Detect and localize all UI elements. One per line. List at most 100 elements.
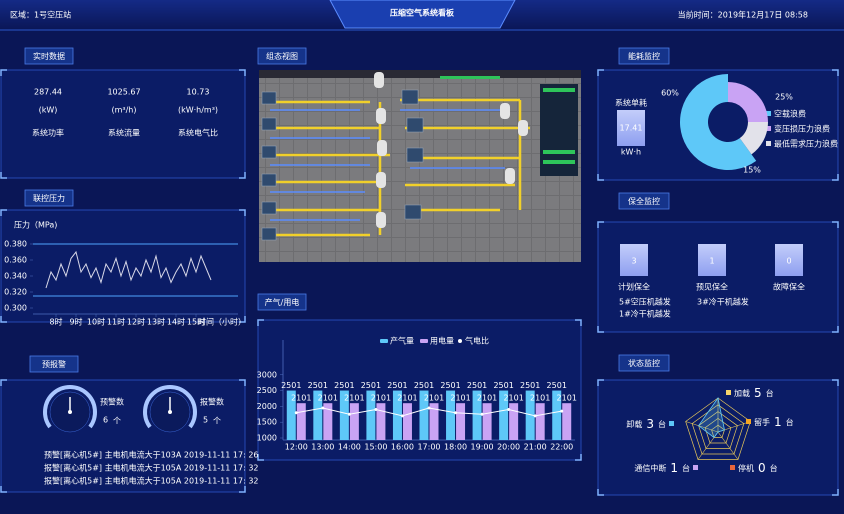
realtime-unit: (kW·h/m³) (178, 106, 218, 115)
realtime-unit: (kW) (39, 106, 58, 115)
y-tick-label: 3000 (257, 370, 277, 379)
bar-value-label: 2101 (450, 394, 470, 403)
ratio-point (347, 412, 351, 416)
panel-corner (0, 486, 7, 493)
status-name: 停机 (738, 463, 754, 473)
ratio-point (374, 408, 378, 412)
legend-marker (730, 465, 735, 470)
radar-area (698, 397, 725, 439)
gauge-arc (43, 385, 97, 429)
panel-corner (257, 454, 264, 461)
scada-topbar (259, 70, 581, 78)
realtime-value: 287.44 (34, 88, 62, 97)
legend-label: 最低需求压力浪费 (774, 139, 838, 149)
legend-marker (380, 339, 388, 343)
status-unit: 台 (766, 388, 774, 398)
scada-pipes (270, 98, 530, 237)
legend-marker (669, 421, 674, 426)
panel-title: 预报警 (42, 359, 66, 369)
legend-marker (766, 141, 771, 146)
panel-badge (618, 354, 670, 372)
radar-label: 留手 1 台 (754, 415, 794, 429)
y-tick-label: 1500 (257, 418, 277, 427)
bar-value-label: 2101 (344, 394, 364, 403)
x-axis-label: 时间（小时） (198, 317, 246, 327)
bar (402, 403, 412, 440)
gauge-label: 报警数 (200, 397, 224, 407)
scada-pipes-blue (270, 109, 505, 221)
radar-ring (685, 397, 751, 460)
gauge-arc (143, 385, 197, 429)
bar-value-label: 2101 (477, 394, 497, 403)
radar-label: 加载 5 台 (734, 386, 774, 400)
radar-ring (704, 417, 732, 444)
y-axis-label: 压力（MPa) (14, 220, 57, 230)
maintenance-note: 1#冷干机越发 (619, 309, 671, 319)
legend-marker (766, 126, 771, 131)
ratio-point (480, 412, 484, 416)
bar (499, 390, 509, 440)
panel-corner (0, 69, 7, 76)
gauge-label: 预警数 (100, 397, 124, 407)
maintenance-value: 3 (631, 257, 636, 266)
panel-frame (0, 69, 246, 179)
gauge-unit: 个 (113, 417, 121, 426)
donut-slice (680, 74, 757, 170)
pressure-line (45, 250, 212, 289)
panel-frame (0, 209, 246, 323)
radar-label: 停机 0 台 (738, 461, 778, 475)
panel-corner (597, 221, 604, 228)
panel-frame (597, 221, 839, 333)
realtime-label: 系统电气比 (178, 128, 218, 138)
x-tick-label: 13:00 (311, 443, 334, 452)
legend-label: 气电比 (465, 336, 489, 346)
panel-corner (0, 172, 7, 179)
bar-value-label: 2101 (397, 394, 417, 403)
panel-corner (597, 326, 604, 333)
x-tick-label: 11时 (107, 317, 125, 327)
panel-corner (832, 326, 839, 333)
x-tick-label: 20:00 (497, 443, 520, 452)
maintenance-box (698, 244, 726, 276)
legend-label: 用电量 (430, 336, 454, 346)
bar-value-label: 2501 (414, 381, 434, 390)
panel-title: 状态监控 (628, 358, 660, 368)
alarm-message: 报警[离心机5#] 主电机电流大于105A 2019-11-11 17: 32 (44, 463, 259, 473)
y-tick-label: 2000 (257, 402, 277, 411)
bar (472, 390, 482, 440)
radar-ring (698, 411, 738, 449)
legend-marker (766, 111, 771, 116)
panel-corner (0, 209, 7, 216)
x-tick-label: 14时 (167, 317, 185, 327)
panel-corner (239, 209, 246, 216)
ratio-point (533, 414, 537, 418)
ratio-point (427, 406, 431, 410)
x-tick-label: 15时 (187, 317, 205, 327)
legend-label: 空载浪费 (774, 109, 806, 119)
panel-title: 实时数据 (33, 51, 65, 61)
energy-unit-label: 系统单耗 (615, 98, 647, 108)
donut-value-label: 15% (743, 166, 761, 175)
panel-title: 保全监控 (628, 196, 660, 206)
x-tick-label: 10时 (87, 317, 105, 327)
x-tick-label: 15:00 (364, 443, 387, 452)
bar (392, 390, 402, 440)
x-tick-label: 22:00 (550, 443, 573, 452)
gauge-value: 6 (103, 416, 108, 425)
bar-value-label: 2501 (387, 381, 407, 390)
panel-badge (257, 293, 307, 311)
radar-spoke (717, 431, 739, 460)
radar-ring (711, 424, 725, 438)
title-box (329, 0, 516, 29)
panel-badge (618, 192, 670, 210)
status-unit: 台 (682, 463, 690, 473)
gauge-hub (68, 410, 72, 414)
page-title: 压缩空气系统看板 (390, 8, 455, 18)
x-tick-label: 8时 (49, 317, 62, 327)
panel-corner (575, 454, 582, 461)
radar-spoke (685, 421, 719, 433)
bar-value-label: 2501 (361, 381, 381, 390)
y-tick-label: 0.380 (4, 240, 27, 249)
radar-ring (691, 404, 745, 455)
radar-label: 通信中断 1 台 (634, 461, 690, 475)
